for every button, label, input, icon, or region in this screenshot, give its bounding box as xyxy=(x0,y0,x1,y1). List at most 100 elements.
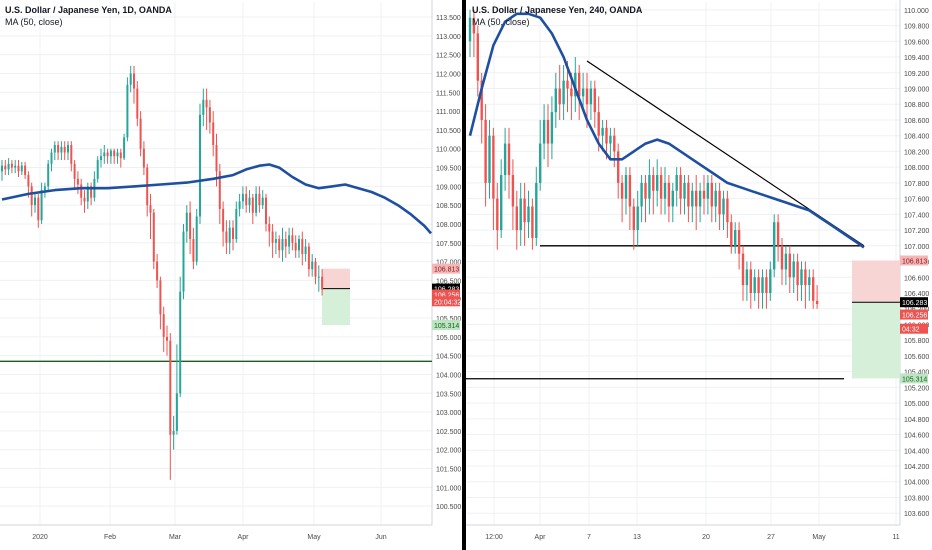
right-candle-19 xyxy=(542,119,546,144)
right-candle-26 xyxy=(570,88,573,97)
chart-right[interactable]: 110.000 109.800 109.600 109.400 109.200 109.0… xyxy=(466,0,932,550)
right-candle-11 xyxy=(511,175,515,207)
right-candle-86 xyxy=(804,269,807,286)
right-candle-52 xyxy=(671,190,674,207)
left-candle-89 xyxy=(294,242,297,251)
left-candle-56 xyxy=(185,212,188,232)
left-candle-77 xyxy=(255,193,258,213)
right-candle-12 xyxy=(515,206,518,231)
right-y-tick-23: 105.400 xyxy=(904,370,929,377)
left-y-tick-10: 108.500 xyxy=(436,203,461,210)
right-x-tick-5: 27 xyxy=(767,534,775,541)
right-y-tick-28: 104.400 xyxy=(904,448,929,455)
left-candle-59 xyxy=(195,216,198,262)
left-candle-71 xyxy=(235,208,238,240)
left-candle-88 xyxy=(291,235,294,243)
left-candle-73 xyxy=(241,193,244,202)
right-y-tick-15: 107.000 xyxy=(904,244,929,251)
left-candle-66 xyxy=(218,171,221,209)
left-candle-35 xyxy=(116,152,119,157)
left-candle-93 xyxy=(307,246,310,270)
right-ma-line xyxy=(468,12,865,249)
left-candle-53 xyxy=(175,393,178,431)
right-y-tick-3: 109.400 xyxy=(904,55,929,62)
left-candle-74 xyxy=(245,193,248,206)
right-candle-38 xyxy=(617,151,620,183)
left-candle-47 xyxy=(156,261,159,281)
right-y-tick-0: 110.000 xyxy=(904,8,929,15)
left-y-tick-14: 106.500 xyxy=(436,278,461,285)
left-candle-62 xyxy=(205,99,208,108)
right-y-tick-13: 107.400 xyxy=(904,212,929,219)
left-candle-80 xyxy=(265,197,267,224)
left-candle-3 xyxy=(10,163,13,168)
left-candle-20 xyxy=(67,144,69,153)
left-candle-67 xyxy=(222,208,225,232)
chart-left-indicator: MA (50, close) xyxy=(5,17,63,27)
right-candle-23 xyxy=(558,88,561,105)
left-candle-60 xyxy=(199,114,201,217)
right-stop-tag: 106.813 xyxy=(902,259,927,266)
left-y-tick-11: 108.000 xyxy=(436,222,461,229)
right-candle-17 xyxy=(535,182,538,238)
right-y-tick-9: 108.200 xyxy=(904,149,929,156)
left-candle-49 xyxy=(162,314,165,337)
right-candle-20 xyxy=(546,119,550,144)
right-candle-1 xyxy=(472,17,476,34)
right-candle-5 xyxy=(488,135,491,183)
right-candle-63 xyxy=(714,190,717,207)
left-y-tick-17: 105.000 xyxy=(436,335,461,342)
right-candle-51 xyxy=(667,182,671,207)
right-candle-58 xyxy=(695,190,698,207)
right-candle-46 xyxy=(648,175,651,199)
right-y-tick-8: 108.400 xyxy=(904,134,929,141)
right-candle-27 xyxy=(574,72,577,97)
left-candle-92 xyxy=(304,246,307,255)
left-candle-27 xyxy=(90,186,93,198)
left-candle-87 xyxy=(288,235,291,247)
right-candle-43 xyxy=(636,206,639,231)
right-candle-45 xyxy=(644,182,647,199)
chart-left[interactable]: 113.500 113.000 112.500 112.000 111.500 111.0… xyxy=(0,0,462,550)
right-candle-74 xyxy=(757,277,760,293)
left-candle-82 xyxy=(271,231,274,243)
right-y-tick-1: 109.800 xyxy=(904,24,929,31)
left-y-tick-26: 100.500 xyxy=(436,504,461,511)
right-candle-80 xyxy=(780,245,784,270)
left-candle-64 xyxy=(212,122,215,145)
right-candle-68 xyxy=(734,230,737,246)
left-candle-63 xyxy=(208,107,211,123)
right-y-tick-26: 104.800 xyxy=(904,417,929,424)
left-candle-54 xyxy=(179,291,182,394)
right-y-tick-11: 107.800 xyxy=(904,181,929,188)
left-candle-78 xyxy=(258,193,261,206)
left-candle-52 xyxy=(172,430,175,435)
left-current-tag: 106.256 xyxy=(434,293,459,300)
left-y-tick-24: 101.500 xyxy=(436,467,461,474)
left-candle-30 xyxy=(100,156,102,161)
right-candle-9 xyxy=(503,143,507,176)
right-candle-87 xyxy=(808,277,811,286)
right-candle-56 xyxy=(687,182,690,207)
left-candle-25 xyxy=(83,197,86,202)
left-countdown-tag-bg xyxy=(432,296,460,307)
left-y-tick-20: 103.500 xyxy=(436,391,461,398)
left-candle-23 xyxy=(76,178,79,185)
left-y-tick-8: 109.500 xyxy=(436,166,461,173)
right-x-tick-1: Apr xyxy=(535,534,547,541)
left-candle-24 xyxy=(80,184,83,198)
left-y-tick-16: 105.500 xyxy=(436,316,461,323)
left-y-tick-1: 113.000 xyxy=(436,34,461,41)
left-candle-57 xyxy=(189,212,192,240)
left-current-tag-bg xyxy=(432,289,460,300)
left-reward-zone xyxy=(322,288,350,326)
right-candle-24 xyxy=(562,80,565,105)
left-y-tick-6: 110.500 xyxy=(436,128,461,135)
right-candle-49 xyxy=(659,175,663,199)
left-y-tick-19: 104.000 xyxy=(436,372,461,379)
left-candle-8 xyxy=(27,175,30,187)
right-risk-zone xyxy=(852,260,900,303)
left-candle-48 xyxy=(159,280,162,315)
right-candle-13 xyxy=(519,198,522,231)
